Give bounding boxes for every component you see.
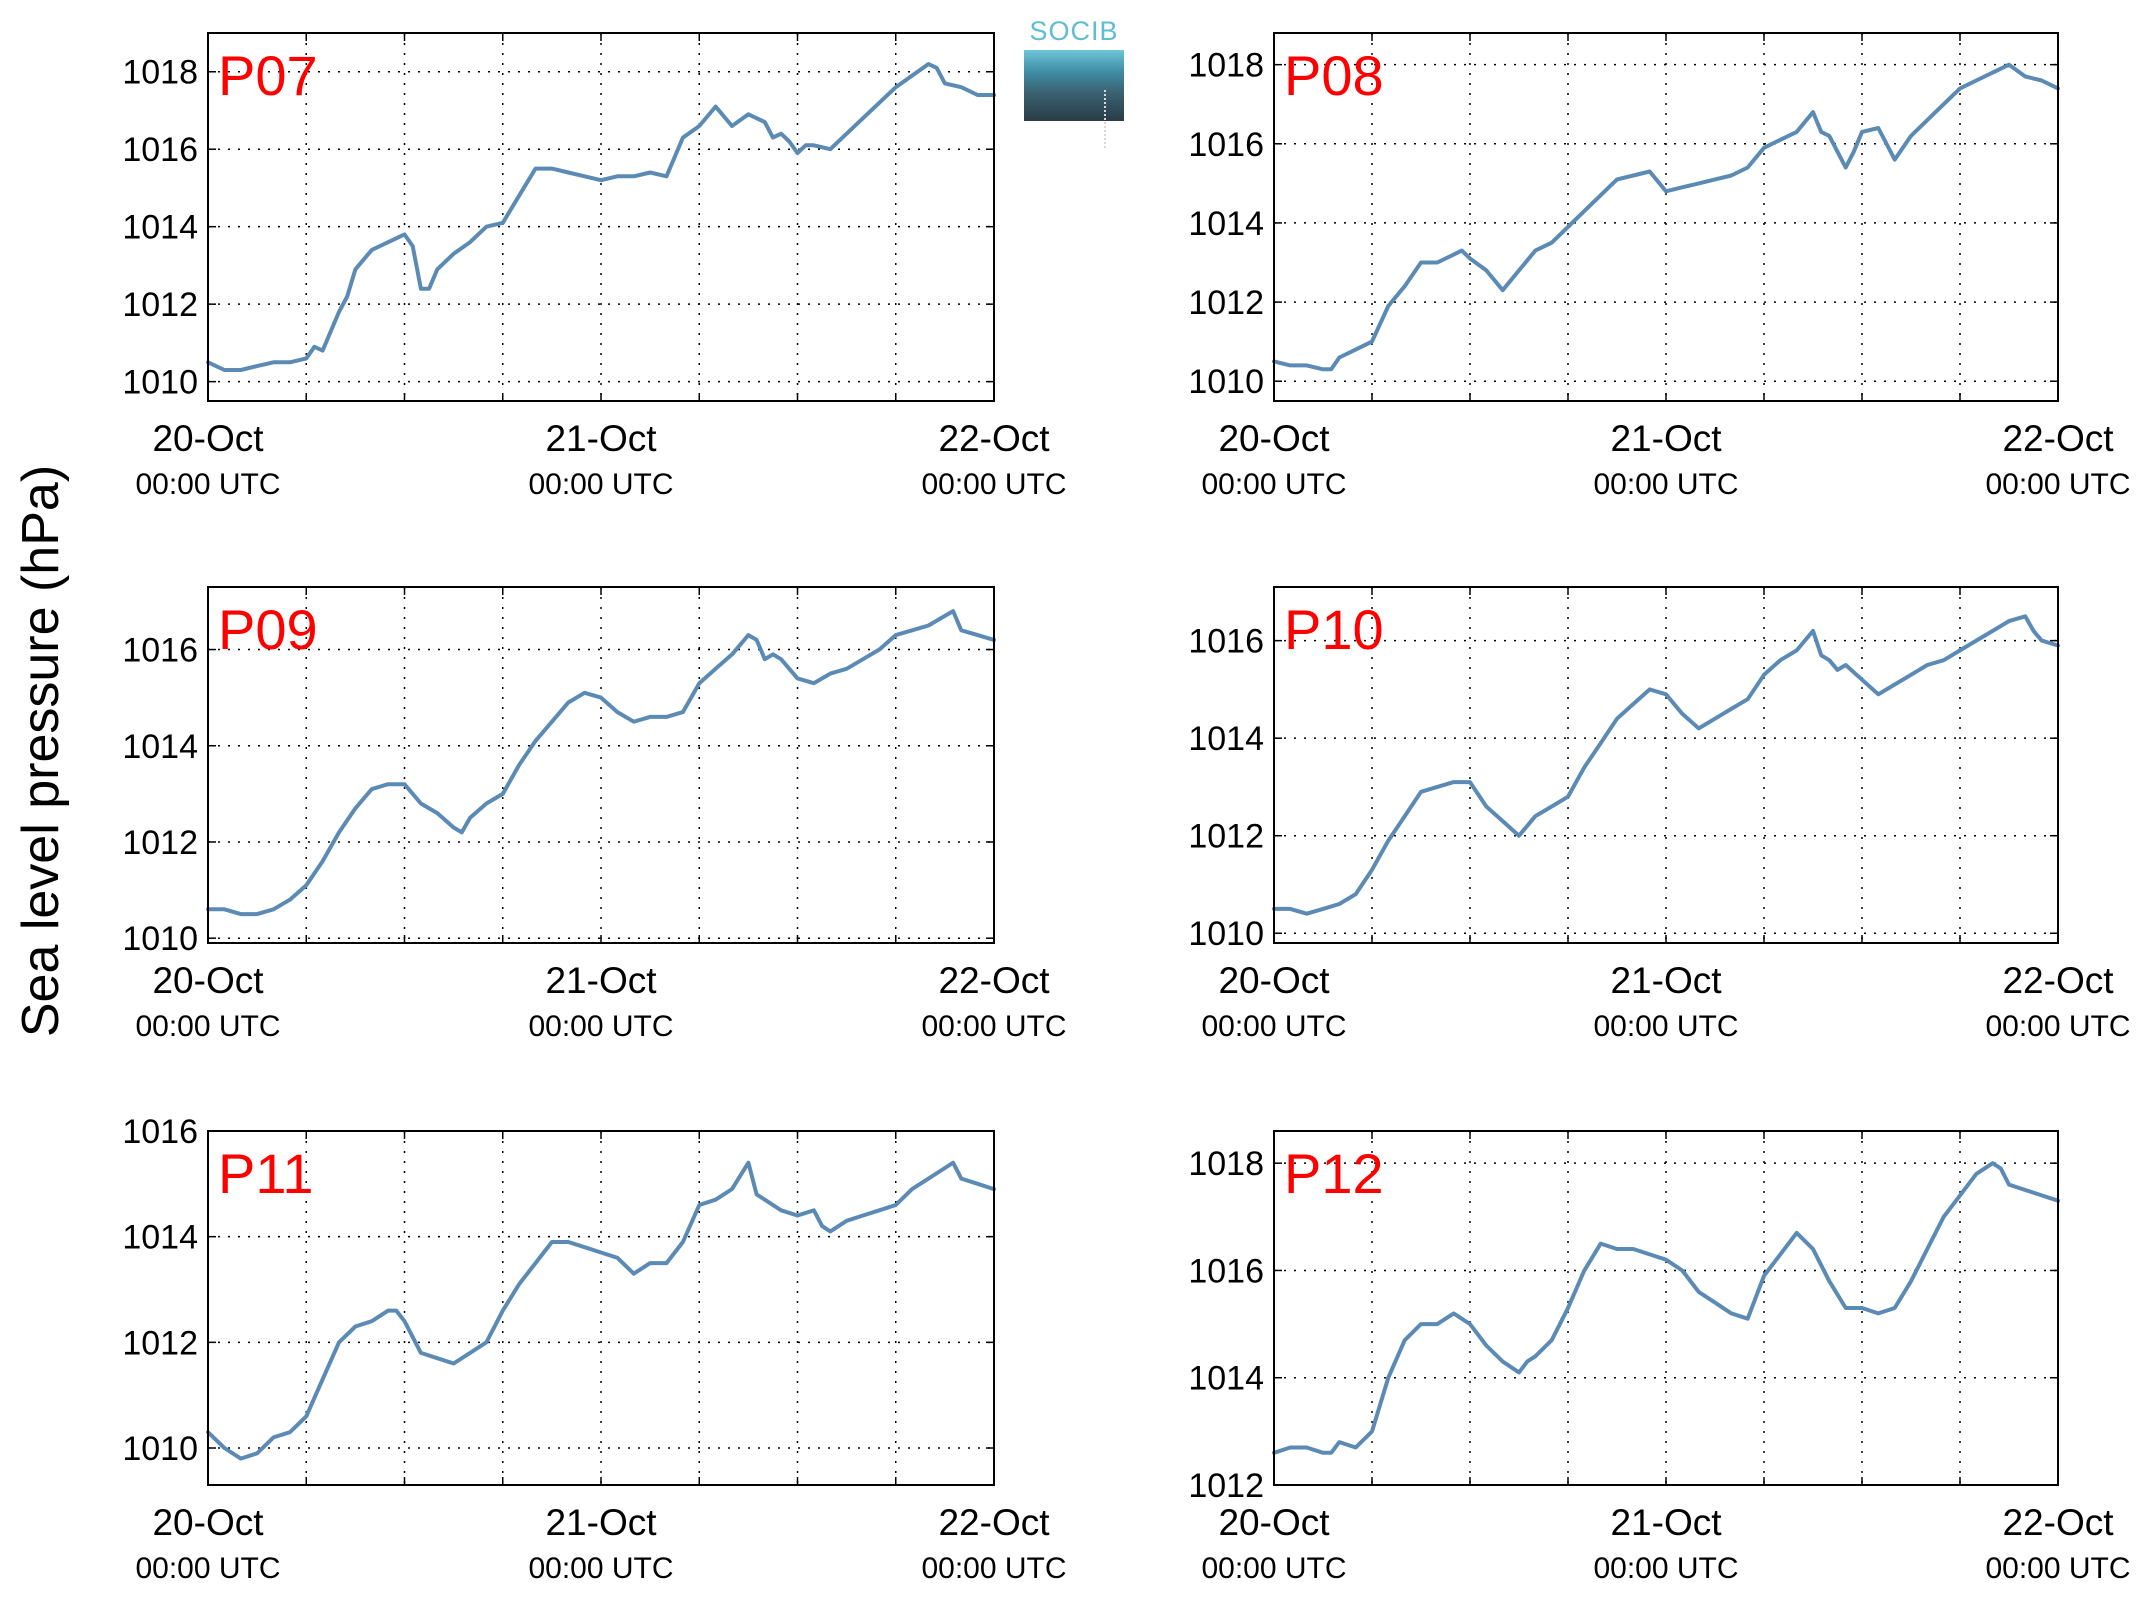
pressure-series-line [1272, 1161, 2060, 1455]
axes-frame [207, 32, 995, 402]
station-label: P08 [1284, 44, 1384, 107]
y-tick-label: 1014 [122, 209, 198, 247]
pressure-series-line [206, 1160, 996, 1461]
x-tick-sublabel: 00:00 UTC [1985, 1010, 2130, 1043]
panel-p07: 1010 1012 1014 1016 1018 20-Oct 00:00 UTC 21-Oc… [122, 32, 1067, 501]
x-tick-sublabel: 00:00 UTC [528, 1552, 673, 1585]
y-tick-label: 1012 [122, 1324, 198, 1362]
y-tick-label: 1012 [122, 824, 198, 862]
x-tick-label: 21-Oct [1610, 418, 1722, 459]
x-tick-sublabel: 00:00 UTC [135, 1010, 280, 1043]
y-tick-label: 1016 [122, 1113, 198, 1151]
plot-area [1274, 1131, 2058, 1485]
x-tick-sublabel: 00:00 UTC [1985, 1552, 2130, 1585]
x-tick-sublabel: 00:00 UTC [1201, 468, 1346, 501]
x-tick-sublabel: 00:00 UTC [921, 1010, 1066, 1043]
y-tick-label: 1018 [122, 54, 198, 92]
y-tick-label: 1010 [122, 364, 198, 402]
pressure-series-line [206, 62, 996, 372]
axes-frame [1273, 32, 2059, 402]
x-tick-sublabel: 00:00 UTC [135, 1552, 280, 1585]
y-tick-label: 1014 [1188, 720, 1264, 758]
station-label: P11 [218, 1142, 313, 1205]
logo-text: SOCIB [1029, 16, 1119, 46]
panel-p12: 1012 1014 1016 1018 20-Oct 00:00 UTC 21-Oct 00:… [1188, 1130, 2131, 1585]
y-tick-label: 1012 [1188, 284, 1264, 322]
x-tick-label: 21-Oct [1610, 1502, 1722, 1543]
socib-logo: SOCIB [1024, 16, 1124, 148]
plot-area [1274, 33, 2058, 401]
pressure-series-line [1272, 614, 2060, 916]
x-tick-label: 21-Oct [1610, 960, 1722, 1001]
x-tick-label: 20-Oct [152, 1502, 264, 1543]
x-tick-label: 20-Oct [1218, 1502, 1330, 1543]
y-tick-label: 1010 [1188, 915, 1264, 953]
pressure-series-line [206, 609, 996, 917]
y-tick-label: 1016 [1188, 126, 1264, 164]
plot-area [208, 1131, 994, 1485]
station-label: P09 [218, 598, 318, 661]
y-tick-label: 1010 [1188, 363, 1264, 401]
x-tick-label: 22-Oct [938, 960, 1050, 1001]
panel-p08: 1010 1012 1014 1016 1018 20-Oct 00:00 UTC 21-Oc… [1188, 32, 2131, 501]
y-tick-label: 1014 [1188, 1360, 1264, 1398]
y-tick-label: 1010 [122, 1430, 198, 1468]
x-tick-sublabel: 00:00 UTC [1201, 1010, 1346, 1043]
y-tick-label: 1012 [1188, 1467, 1264, 1505]
y-tick-label: 1018 [1188, 1145, 1264, 1183]
station-label: P12 [1284, 1142, 1384, 1205]
x-tick-sublabel: 00:00 UTC [1593, 1552, 1738, 1585]
y-tick-label: 1012 [1188, 818, 1264, 856]
x-tick-label: 20-Oct [152, 960, 264, 1001]
axes-frame [1273, 1130, 2059, 1486]
x-tick-sublabel: 00:00 UTC [1201, 1552, 1346, 1585]
plot-area [1274, 587, 2058, 943]
x-tick-label: 22-Oct [938, 1502, 1050, 1543]
x-tick-label: 22-Oct [2002, 418, 2114, 459]
x-tick-sublabel: 00:00 UTC [1593, 1010, 1738, 1043]
x-tick-label: 22-Oct [938, 418, 1050, 459]
x-tick-sublabel: 00:00 UTC [1593, 468, 1738, 501]
pressure-series-line [1272, 62, 2060, 372]
plot-area [208, 587, 994, 943]
x-tick-label: 20-Oct [1218, 418, 1330, 459]
y-tick-label: 1016 [1188, 1252, 1264, 1290]
x-tick-label: 22-Oct [2002, 960, 2114, 1001]
y-tick-label: 1018 [1188, 47, 1264, 85]
panel-p11: 1010 1012 1014 1016 20-Oct 00:00 UTC 21-Oct 00:… [122, 1113, 1066, 1585]
panel-p09: 1010 1012 1014 1016 20-Oct 00:00 UTC 21-Oct 00:… [122, 586, 1067, 1043]
y-tick-label: 1016 [1188, 623, 1264, 661]
y-tick-label: 1016 [122, 632, 198, 670]
x-tick-sublabel: 00:00 UTC [921, 1552, 1066, 1585]
axes-frame [1273, 586, 2059, 944]
x-tick-label: 20-Oct [1218, 960, 1330, 1001]
y-tick-label: 1010 [122, 920, 198, 958]
x-tick-label: 21-Oct [545, 1502, 657, 1543]
axes-frame [207, 586, 995, 944]
x-tick-sublabel: 00:00 UTC [135, 468, 280, 501]
panel-p10: 1010 1012 1014 1016 20-Oct 00:00 UTC 21-Oct 00:… [1188, 586, 2131, 1043]
station-label: P07 [218, 44, 318, 107]
x-tick-label: 21-Oct [545, 960, 657, 1001]
x-tick-sublabel: 00:00 UTC [1985, 468, 2130, 501]
x-tick-label: 22-Oct [2002, 1502, 2114, 1543]
y-tick-label: 1014 [122, 728, 198, 766]
station-label: P10 [1284, 598, 1384, 661]
y-tick-label: 1016 [122, 131, 198, 169]
y-tick-label: 1014 [122, 1219, 198, 1257]
axes-frame [207, 1130, 995, 1486]
x-tick-sublabel: 00:00 UTC [921, 468, 1066, 501]
x-tick-label: 20-Oct [152, 418, 264, 459]
logo-gradient [1024, 50, 1124, 148]
x-tick-sublabel: 00:00 UTC [528, 1010, 673, 1043]
x-tick-sublabel: 00:00 UTC [528, 468, 673, 501]
logo-dots [1104, 90, 1106, 148]
y-axis-label: Sea level pressure (hPa) [12, 465, 70, 1037]
y-tick-label: 1012 [122, 286, 198, 324]
y-tick-label: 1014 [1188, 205, 1264, 243]
x-tick-label: 21-Oct [545, 418, 657, 459]
